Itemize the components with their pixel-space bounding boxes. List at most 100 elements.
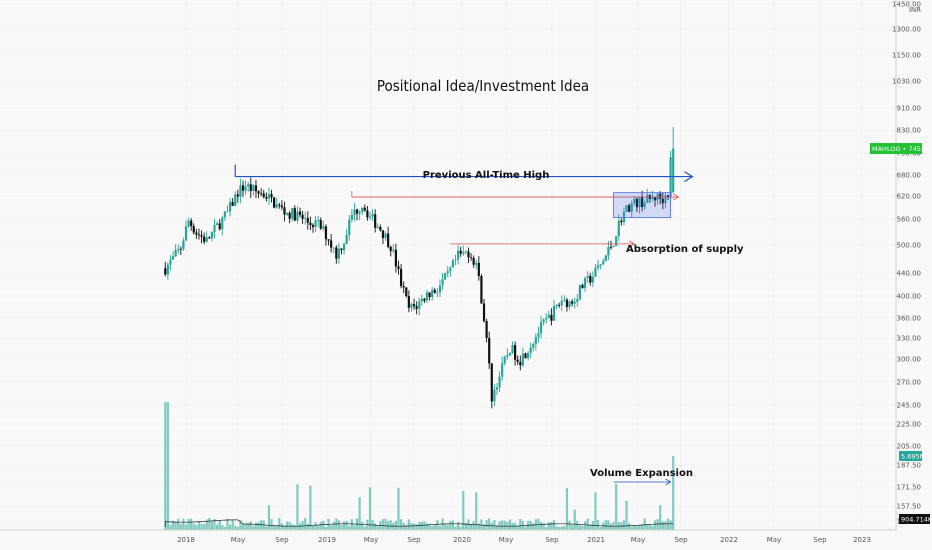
volume-bar xyxy=(265,526,268,530)
volume-bar xyxy=(350,519,353,530)
volume-bar xyxy=(643,518,646,530)
time-tick-label: 2018 xyxy=(177,536,195,544)
volume-bar xyxy=(205,519,208,530)
candle-body xyxy=(508,353,512,356)
candle-body xyxy=(327,239,330,241)
candle-body xyxy=(469,257,473,259)
resistance-arrowhead xyxy=(673,193,680,201)
volume-bar xyxy=(503,520,506,530)
volume-bar xyxy=(467,519,470,530)
candle-body xyxy=(633,199,636,204)
volume-bar xyxy=(498,521,501,530)
candle-body xyxy=(516,359,519,362)
candle-body xyxy=(223,211,226,218)
volume-bar xyxy=(653,520,657,530)
candle-body xyxy=(410,303,413,308)
candle-body xyxy=(205,237,208,242)
volume-expansion-label: Volume Expansion xyxy=(590,468,693,479)
price-tick-label: 1150.00 xyxy=(892,52,921,60)
candle-body xyxy=(337,248,340,259)
candle-body xyxy=(552,306,556,321)
volume-bar xyxy=(431,526,434,530)
candle-body xyxy=(288,212,291,219)
volume-bar xyxy=(182,518,185,530)
currency-label: INR xyxy=(909,6,921,14)
candle-body xyxy=(534,336,537,345)
volume-bar xyxy=(358,497,361,530)
candle-body xyxy=(228,202,232,212)
volume-bar xyxy=(322,520,325,530)
candle-body xyxy=(405,287,408,297)
candle-body xyxy=(322,226,325,229)
candle-body xyxy=(285,212,289,215)
candle-body xyxy=(397,266,400,269)
time-tick-label: Sep xyxy=(275,536,289,544)
candle-body xyxy=(576,299,579,302)
candle-body xyxy=(526,352,530,358)
volume-bar xyxy=(247,523,250,530)
price-tick-label: 245.00 xyxy=(897,402,922,410)
candle-body xyxy=(296,211,299,221)
candle-body xyxy=(374,214,377,228)
candle-body xyxy=(249,184,252,191)
candle-body xyxy=(498,376,501,388)
volume-bar xyxy=(374,523,377,530)
volume-bar xyxy=(210,521,214,530)
candle-body xyxy=(353,209,356,215)
volume-bar xyxy=(213,519,216,530)
volume-bar xyxy=(664,521,667,530)
time-tick-label: 2023 xyxy=(853,536,871,544)
candle-body xyxy=(379,226,382,231)
grid-layer xyxy=(0,0,896,530)
absorption-label: Absorption of supply xyxy=(626,244,744,255)
volume-bar xyxy=(659,505,662,530)
candle-body xyxy=(208,237,211,239)
volume-bar xyxy=(490,522,493,530)
time-tick-label: May xyxy=(631,536,645,544)
candle-body xyxy=(653,196,657,201)
volume-bar xyxy=(353,525,356,530)
volume-bar xyxy=(475,492,478,530)
volume-bar xyxy=(552,520,556,530)
volume-bar xyxy=(296,484,299,530)
candle-body xyxy=(171,256,175,260)
price-tick-label: 187.50 xyxy=(897,462,922,470)
volume-bar xyxy=(599,526,602,530)
volume-arrowhead xyxy=(665,478,672,486)
volume-bar xyxy=(661,521,664,530)
volume-bar xyxy=(192,523,195,530)
volume-bar xyxy=(542,523,545,530)
candle-body xyxy=(283,207,286,215)
volume-bar xyxy=(231,520,234,530)
candle-body xyxy=(438,285,442,293)
candle-body xyxy=(612,245,615,248)
volume-bar xyxy=(462,491,465,530)
volume-bar xyxy=(164,402,167,530)
volume-bar xyxy=(495,526,499,530)
volume-bar xyxy=(304,518,307,530)
volume-bar xyxy=(464,522,467,530)
candle-body xyxy=(399,268,403,287)
candle-body xyxy=(547,314,550,319)
candle-body xyxy=(234,194,237,206)
volume-bar xyxy=(239,520,242,530)
volume-tag xyxy=(899,451,922,461)
volume-bar xyxy=(311,526,315,530)
volume-bar xyxy=(444,524,447,530)
candle-body xyxy=(620,220,623,223)
volume-bar xyxy=(446,524,449,530)
candle-body xyxy=(376,226,379,228)
price-tick-label: 1450.00 xyxy=(892,1,921,9)
volume-bar xyxy=(166,402,169,530)
candle-body xyxy=(415,306,418,309)
candle-body xyxy=(640,196,644,208)
candle-body xyxy=(436,292,439,294)
candle-body xyxy=(203,236,206,242)
volume-bar xyxy=(407,519,410,530)
price-tick-label: 680.00 xyxy=(897,172,922,180)
volume-bar xyxy=(257,522,260,530)
candle-body xyxy=(260,193,263,195)
volume-bar xyxy=(174,522,177,530)
